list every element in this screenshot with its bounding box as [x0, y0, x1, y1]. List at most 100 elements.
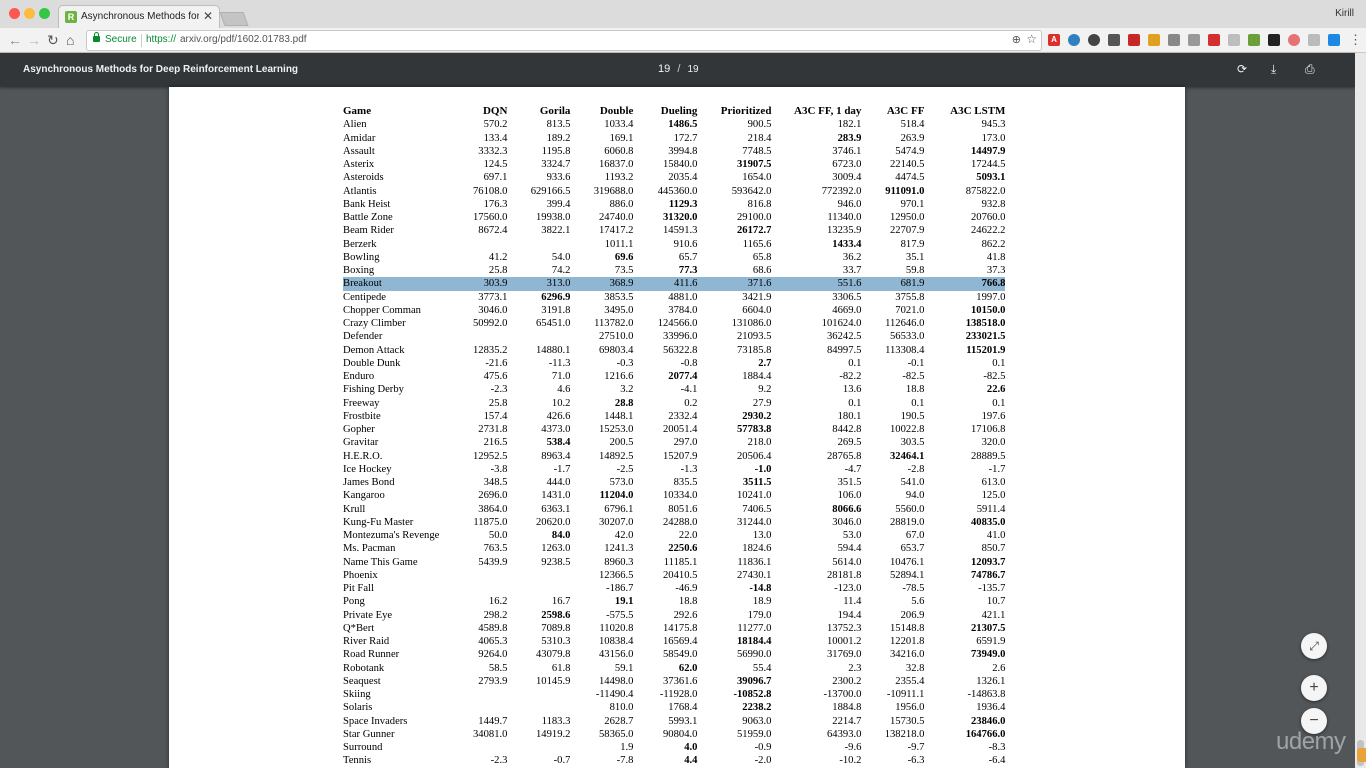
score-cell: 3046.0: [832, 516, 862, 528]
menu-dots-icon[interactable]: ⋮: [1349, 32, 1362, 47]
score-cell: 22707.9: [890, 225, 925, 237]
score-cell: 138518.0: [965, 318, 1006, 329]
extension-icon[interactable]: [1248, 34, 1260, 46]
score-cell: 67.0: [905, 530, 925, 541]
score-cell: 14175.8: [663, 622, 698, 634]
download-icon[interactable]: ⤓: [1271, 62, 1277, 76]
score-cell: 115201.9: [966, 344, 1006, 356]
score-cell: 9.2: [758, 384, 772, 396]
score-cell: [473, 701, 507, 714]
extension-icon[interactable]: [1108, 34, 1120, 46]
reload-icon[interactable]: ↻: [47, 32, 59, 48]
score-cell: 6604.0: [742, 304, 772, 316]
score-cell: 24622.2: [971, 225, 1006, 237]
score-cell: 10241.0: [737, 490, 772, 502]
zoom-out-icon[interactable]: −: [1301, 708, 1327, 734]
score-cell: 62.0: [678, 662, 698, 674]
extension-icon[interactable]: [1148, 34, 1160, 46]
score-cell: 5993.1: [668, 715, 698, 727]
scrollbar-track[interactable]: [1355, 53, 1366, 768]
score-cell: 25.8: [488, 265, 508, 276]
table-row: Berzerk 1011.1 910.6 1165.6 1433.4 817.9 862.2: [343, 238, 1005, 251]
score-cell: 945.3: [981, 119, 1006, 131]
page-separator: /: [677, 63, 681, 75]
score-cell: 173.0: [981, 132, 1006, 144]
score-cell: 157.4: [483, 410, 508, 422]
tab-close-icon[interactable]: ✕: [202, 9, 213, 23]
game-name-cell: Solaris: [343, 702, 373, 714]
column-header: Double: [599, 105, 634, 117]
window-close-button[interactable]: [9, 8, 20, 19]
score-cell: 3421.9: [742, 291, 772, 303]
browser-tab-active[interactable]: R Asynchronous Methods for De ✕: [58, 5, 220, 29]
print-icon[interactable]: ⎙: [1305, 62, 1315, 76]
score-cell: 218.4: [747, 132, 772, 144]
score-cell: 22140.5: [890, 159, 925, 170]
score-cell: 69803.4: [599, 344, 634, 356]
score-cell: 37361.6: [663, 675, 698, 687]
new-tab-button[interactable]: [219, 12, 249, 26]
score-cell: 12366.5: [599, 569, 634, 581]
browser-tab-bar: R Asynchronous Methods for De ✕ Kirill: [0, 0, 1366, 29]
score-cell: 970.1: [900, 198, 925, 210]
score-cell: 56322.8: [663, 344, 698, 356]
address-bar[interactable]: Secure https:// arxiv.org/pdf/1602.01783…: [86, 30, 1042, 51]
score-cell: 124.5: [483, 159, 508, 170]
extension-icon[interactable]: [1188, 34, 1200, 46]
page-number-input[interactable]: 19: [658, 63, 671, 75]
rotate-icon[interactable]: ⟳: [1237, 62, 1248, 76]
forward-arrow-icon[interactable]: →: [27, 32, 41, 48]
extension-icon[interactable]: [1328, 34, 1340, 46]
score-cell: 613.0: [981, 477, 1006, 488]
table-row: Double Dunk -21.6 -11.3 -0.3 -0.8 2.7 0.1 -0.1 0…: [343, 357, 1005, 370]
score-cell: 1654.0: [742, 172, 772, 184]
zoom-icon[interactable]: ⊕: [1011, 34, 1021, 46]
extension-icon[interactable]: [1228, 34, 1240, 46]
score-cell: 101624.0: [821, 318, 862, 329]
score-cell: 36242.5: [827, 331, 862, 343]
fit-page-icon[interactable]: ⤢: [1301, 633, 1327, 659]
window-maximize-button[interactable]: [39, 8, 50, 19]
extension-icon[interactable]: [1208, 34, 1220, 46]
score-cell: -7.8: [616, 755, 634, 767]
star-icon[interactable]: ☆: [1026, 32, 1037, 46]
profile-name[interactable]: Kirill: [1335, 8, 1354, 19]
extension-icon[interactable]: [1308, 34, 1320, 46]
adblock-extension-icon[interactable]: A: [1048, 34, 1060, 46]
score-cell: 43079.8: [536, 649, 571, 661]
score-cell: -186.7: [606, 583, 634, 594]
game-name-cell: Tennis: [343, 755, 372, 767]
extension-icon[interactable]: [1068, 34, 1080, 46]
score-cell: 681.9: [861, 277, 925, 291]
score-cell: -9.7: [907, 742, 925, 753]
extension-icon[interactable]: [1168, 34, 1180, 46]
score-cell: 303.5: [900, 437, 925, 449]
score-cell: 4669.0: [832, 304, 862, 316]
score-cell: 40835.0: [971, 516, 1006, 528]
extension-icon[interactable]: [1288, 34, 1300, 46]
extension-icon[interactable]: [1088, 34, 1100, 46]
score-cell: 216.5: [483, 437, 508, 449]
score-cell: 190.5: [900, 410, 925, 422]
extension-icon[interactable]: [1268, 34, 1280, 46]
column-header: DQN: [482, 105, 508, 117]
score-cell: 4.0: [684, 742, 698, 753]
score-cell: 1216.6: [604, 371, 634, 382]
score-cell: 14498.0: [599, 675, 634, 687]
zoom-in-icon[interactable]: +: [1301, 675, 1327, 701]
extension-icon[interactable]: [1128, 34, 1140, 46]
score-cell: 653.7: [900, 543, 925, 555]
window-minimize-button[interactable]: [24, 8, 35, 19]
score-cell: -0.9: [754, 742, 772, 753]
score-cell: 10150.0: [971, 304, 1006, 316]
back-arrow-icon[interactable]: ←: [8, 32, 22, 48]
home-icon[interactable]: ⌂: [66, 32, 75, 48]
score-cell: -14863.8: [967, 689, 1006, 700]
score-cell: 94.0: [905, 490, 925, 502]
game-name-cell: Crazy Climber: [343, 318, 406, 329]
score-cell: 25.8: [488, 397, 508, 409]
score-cell: 4589.8: [478, 622, 508, 634]
score-cell: 2035.4: [668, 172, 698, 184]
score-cell: -2.0: [754, 755, 772, 767]
score-cell: 2731.8: [478, 424, 508, 435]
